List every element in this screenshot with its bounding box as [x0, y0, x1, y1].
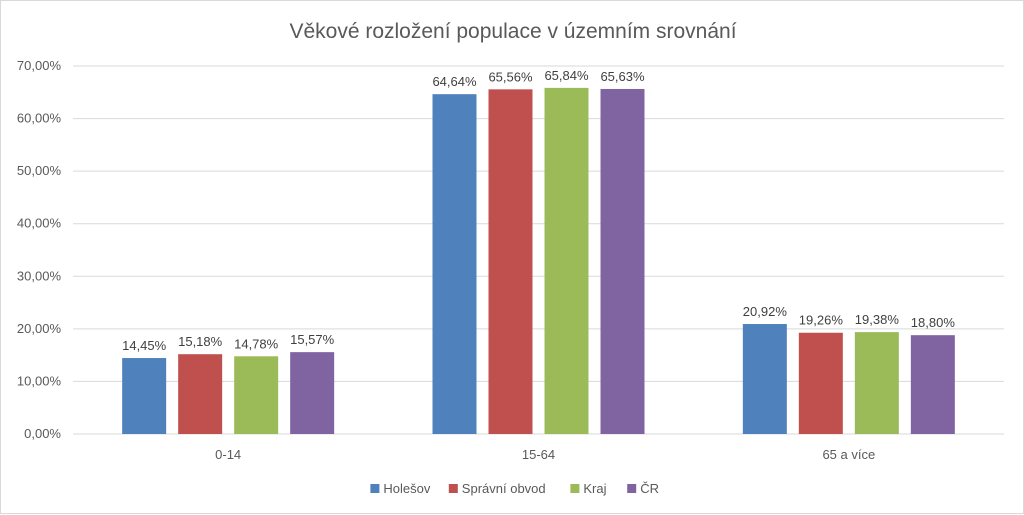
- data-label: 64,64%: [432, 74, 477, 89]
- data-label: 65,63%: [600, 69, 645, 84]
- legend-label: ČR: [640, 481, 659, 496]
- category-label: 15-64: [522, 447, 555, 462]
- bar: [178, 354, 223, 434]
- bar: [290, 352, 335, 434]
- legend-swatch: [570, 484, 580, 493]
- legend-label: Správní obvod: [462, 481, 546, 496]
- bar: [234, 356, 279, 434]
- chart-title: Věkové rozložení populace v územním srov…: [289, 20, 736, 43]
- data-label: 65,84%: [544, 68, 589, 83]
- data-label: 19,26%: [799, 313, 844, 328]
- legend-label: Holešov: [383, 481, 430, 496]
- y-tick-label: 50,00%: [17, 163, 62, 178]
- data-label: 15,18%: [178, 334, 223, 349]
- y-tick-label: 10,00%: [17, 373, 62, 388]
- data-label: 14,78%: [234, 336, 279, 351]
- bar: [544, 87, 589, 434]
- category-label: 0-14: [215, 447, 241, 462]
- bar: [600, 88, 645, 434]
- bar: [910, 335, 955, 434]
- y-tick-label: 60,00%: [17, 111, 62, 126]
- bar: [854, 332, 899, 434]
- bar: [798, 332, 843, 434]
- data-label: 15,57%: [290, 332, 335, 347]
- legend-swatch: [448, 484, 458, 493]
- y-tick-label: 20,00%: [17, 321, 62, 336]
- category-label: 65 a více: [822, 447, 875, 462]
- y-tick-label: 0,00%: [24, 426, 61, 441]
- legend-swatch: [627, 484, 637, 493]
- y-tick-label: 40,00%: [17, 216, 62, 231]
- bar: [488, 89, 533, 435]
- data-label: 18,80%: [911, 315, 956, 330]
- legend-label: Kraj: [583, 481, 606, 496]
- data-label: 65,56%: [488, 69, 533, 84]
- y-tick-label: 70,00%: [17, 58, 62, 73]
- data-label: 14,45%: [122, 338, 167, 353]
- bar: [122, 358, 167, 434]
- bar: [742, 324, 787, 434]
- data-label: 19,38%: [855, 312, 900, 327]
- y-tick-label: 30,00%: [17, 268, 62, 283]
- data-label: 20,92%: [743, 304, 788, 319]
- bar: [432, 94, 477, 434]
- legend-swatch: [370, 484, 380, 493]
